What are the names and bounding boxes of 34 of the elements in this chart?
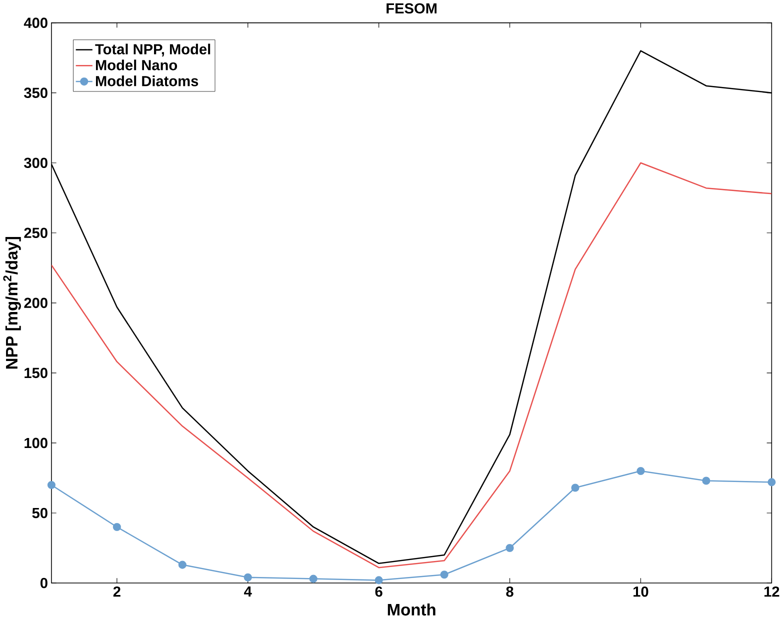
x-tick-label: 8	[506, 586, 514, 597]
point	[244, 573, 252, 582]
point	[571, 484, 580, 492]
y-tick-label: 300	[24, 158, 48, 168]
y-tick-label: 150	[24, 368, 48, 378]
chart-title: FESOM	[386, 3, 436, 14]
y-axis-title: NPP [mg/m$^{2}$/day]	[3, 237, 21, 369]
x-tick-label: 6	[375, 586, 382, 597]
point	[309, 574, 318, 583]
legend-label: Total NPP, Model	[95, 44, 210, 57]
point	[374, 576, 383, 584]
line-series	[51, 162, 772, 568]
point	[768, 478, 776, 486]
y-tick-label: 0	[40, 578, 48, 588]
y-tick-label: 200	[24, 298, 48, 308]
legend-label: Model Nano	[96, 60, 178, 70]
y-tick-label: 100	[24, 438, 48, 448]
point	[440, 570, 448, 579]
point	[178, 560, 186, 569]
point	[702, 476, 710, 485]
y-tick-label: 50	[32, 508, 48, 518]
legend-label: Model Diatoms	[96, 76, 198, 86]
x-tick-label: 10	[634, 586, 648, 597]
point	[112, 523, 121, 532]
y-tick-label: 350	[24, 88, 48, 98]
point	[636, 467, 645, 476]
x-tick-label: 2	[113, 586, 120, 597]
x-tick-label: 4	[244, 586, 252, 597]
point	[47, 481, 56, 490]
point	[506, 544, 514, 552]
y-tick-label: 250	[24, 228, 48, 238]
y-tick-label: 400	[24, 18, 48, 28]
x-axis-title: Month	[388, 604, 436, 616]
x-tick-label: 12	[764, 586, 780, 597]
